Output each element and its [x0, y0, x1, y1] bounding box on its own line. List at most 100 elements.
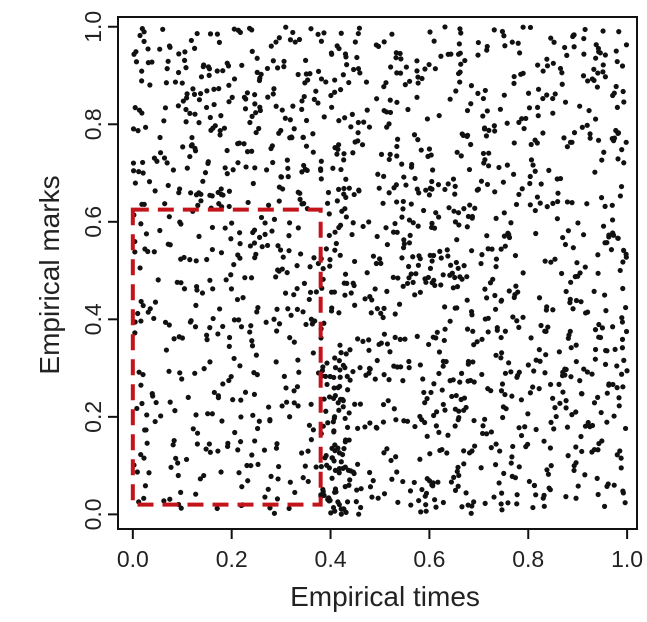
- data-point: [366, 337, 372, 343]
- data-point: [444, 247, 450, 253]
- data-point: [211, 389, 217, 396]
- data-point: [274, 441, 280, 447]
- data-point: [498, 350, 505, 356]
- data-point: [174, 279, 180, 285]
- data-point: [447, 96, 453, 102]
- data-point: [143, 124, 149, 130]
- data-point: [623, 251, 629, 257]
- data-point: [423, 279, 429, 285]
- data-point: [204, 256, 210, 263]
- data-point: [299, 450, 305, 456]
- data-point: [456, 222, 462, 228]
- data-point: [458, 30, 464, 36]
- data-point: [347, 477, 353, 483]
- data-point: [137, 265, 143, 271]
- data-point: [390, 274, 396, 280]
- data-point: [155, 277, 161, 283]
- data-point: [355, 461, 361, 467]
- data-point: [399, 255, 405, 261]
- data-point: [163, 80, 169, 86]
- data-point: [624, 368, 630, 374]
- data-point: [420, 207, 427, 214]
- data-point: [500, 179, 506, 185]
- data-point: [247, 243, 254, 249]
- data-point: [408, 502, 414, 508]
- data-point: [182, 49, 188, 55]
- x-tick-label: 0.8: [512, 546, 544, 572]
- data-point: [601, 503, 608, 509]
- data-point: [553, 413, 559, 420]
- data-point: [253, 129, 259, 136]
- data-point: [192, 111, 198, 117]
- data-point: [369, 494, 375, 500]
- data-point: [472, 205, 478, 211]
- data-point: [363, 79, 370, 85]
- data-point: [442, 407, 448, 413]
- data-point: [176, 186, 183, 192]
- data-point: [601, 149, 607, 155]
- data-point: [387, 97, 393, 103]
- data-point: [249, 452, 255, 458]
- y-tick-label: 0.0: [80, 498, 106, 530]
- data-point: [239, 484, 245, 490]
- data-point: [620, 384, 626, 390]
- data-point: [606, 381, 612, 387]
- data-point: [236, 317, 242, 323]
- data-point: [614, 104, 620, 110]
- data-point: [262, 494, 268, 500]
- data-point: [176, 51, 182, 57]
- data-point: [458, 396, 464, 403]
- data-point: [399, 214, 405, 220]
- data-point: [207, 449, 213, 455]
- data-point: [408, 164, 415, 170]
- data-point: [589, 371, 595, 377]
- data-point: [388, 64, 394, 70]
- data-point: [341, 151, 347, 157]
- data-point: [501, 470, 507, 477]
- data-point: [424, 433, 430, 439]
- data-point: [441, 337, 447, 344]
- data-point: [325, 189, 332, 196]
- data-point: [387, 109, 394, 116]
- data-point: [342, 484, 348, 490]
- data-point: [338, 87, 344, 93]
- data-point: [415, 223, 421, 229]
- data-point: [613, 83, 619, 90]
- data-point: [326, 465, 332, 471]
- data-point: [266, 404, 272, 410]
- data-point: [264, 65, 271, 72]
- data-point: [291, 292, 297, 298]
- data-point: [428, 224, 435, 231]
- data-point: [252, 101, 258, 107]
- data-point: [557, 400, 563, 406]
- data-point: [484, 47, 490, 53]
- data-point: [592, 169, 598, 175]
- data-point: [150, 393, 156, 399]
- data-point: [450, 285, 456, 291]
- data-point: [328, 308, 335, 314]
- data-point: [140, 302, 146, 309]
- data-point: [332, 247, 338, 253]
- data-point: [341, 185, 347, 192]
- data-point: [609, 202, 615, 208]
- data-point: [592, 327, 599, 333]
- data-point: [200, 64, 206, 70]
- data-point: [452, 183, 458, 189]
- data-point: [240, 295, 246, 301]
- data-point: [237, 241, 243, 247]
- data-point: [138, 318, 144, 324]
- x-axis-label: Empirical times: [290, 581, 480, 612]
- data-point: [457, 274, 463, 280]
- data-point: [464, 326, 471, 332]
- data-point: [313, 88, 319, 94]
- data-point: [161, 118, 167, 124]
- data-point: [527, 390, 533, 396]
- data-point: [436, 370, 442, 377]
- data-point: [231, 355, 237, 362]
- data-point: [271, 86, 277, 92]
- data-point: [263, 319, 269, 325]
- data-point: [450, 176, 457, 182]
- data-point: [143, 427, 149, 433]
